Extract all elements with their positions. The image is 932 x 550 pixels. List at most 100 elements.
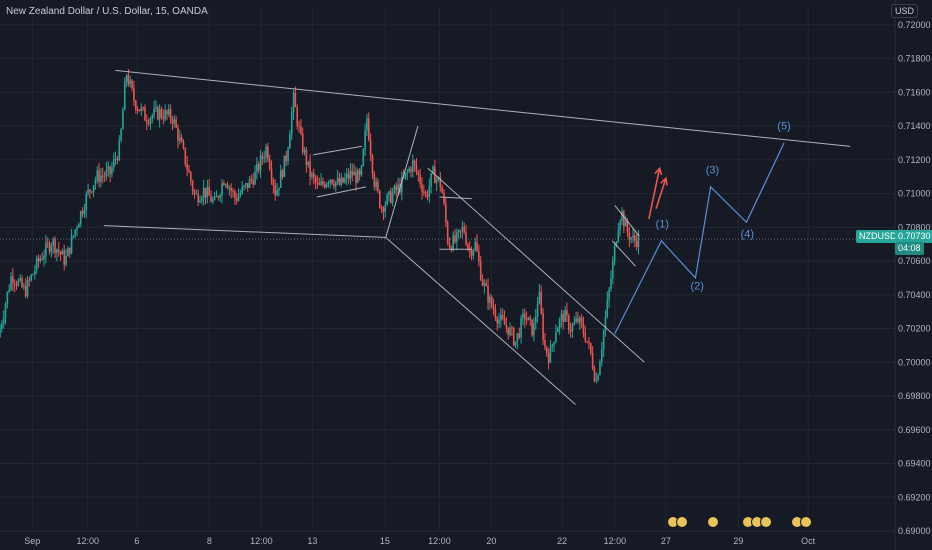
candle-body: [184, 147, 187, 165]
candle-body: [516, 333, 519, 342]
candle-body: [456, 232, 458, 242]
candle-body: [78, 223, 80, 228]
candle-body: [250, 178, 253, 180]
candle-body: [35, 258, 38, 271]
candle-body: [327, 182, 330, 184]
y-tick-label: 0.69800: [898, 391, 931, 401]
candle-body: [584, 333, 587, 341]
candle-body: [345, 173, 348, 179]
event-flag-icon: [707, 516, 719, 528]
candle-body: [424, 192, 427, 195]
candle-body: [180, 137, 183, 142]
candle-body: [634, 235, 636, 241]
candle-body: [542, 312, 544, 341]
candle-body: [390, 191, 392, 203]
candle-body: [15, 284, 18, 286]
candle-body: [72, 235, 75, 237]
candle-body: [547, 353, 550, 363]
candle-body: [435, 178, 438, 184]
candle-body: [32, 274, 34, 276]
candle-body: [107, 166, 110, 170]
candle-body: [10, 276, 12, 290]
candle-body: [472, 249, 475, 256]
candle-body: [153, 108, 155, 116]
candle-body: [560, 314, 563, 320]
candle-body: [452, 235, 454, 251]
candle-body: [120, 129, 122, 141]
candle-body: [234, 191, 236, 199]
candle-body: [366, 118, 368, 131]
candle-body: [142, 107, 144, 109]
candle-body: [307, 161, 310, 165]
candle-body: [151, 115, 154, 119]
candle-body: [289, 134, 291, 149]
candle-body: [134, 101, 137, 110]
candle-body: [92, 185, 95, 193]
candle-body: [257, 163, 260, 171]
candle-body: [459, 230, 462, 232]
candle-body: [522, 313, 524, 318]
candle-body: [162, 116, 165, 120]
candle-body: [254, 171, 256, 185]
candle-body: [457, 230, 460, 233]
candle-body: [323, 184, 326, 188]
candle-body: [67, 247, 69, 257]
candle-body: [333, 183, 335, 187]
candle-body: [523, 313, 526, 320]
candle-body: [582, 323, 585, 334]
candle-body: [615, 241, 618, 246]
candle-body: [215, 196, 218, 198]
candle-body: [621, 211, 623, 221]
candle-body: [446, 222, 449, 243]
candle-body: [604, 316, 607, 331]
candle-body: [564, 310, 566, 322]
candle-body: [76, 227, 78, 230]
candle-body: [556, 328, 559, 333]
candle-body: [96, 170, 99, 180]
candle-body: [320, 181, 322, 185]
candle-body: [41, 258, 43, 260]
candle-body: [316, 182, 319, 184]
candle-body: [423, 191, 425, 193]
candle-body: [292, 92, 295, 113]
candle-body: [358, 170, 361, 175]
y-tick-label: 0.70200: [898, 324, 931, 334]
candle-body: [268, 158, 271, 169]
candle-body: [360, 165, 363, 175]
candle-body: [518, 333, 521, 338]
candle-body: [498, 319, 500, 324]
candle-body: [114, 158, 117, 160]
event-flag-icon: [760, 516, 772, 528]
candle-body: [140, 107, 143, 111]
candle-body: [230, 187, 232, 191]
candle-body: [63, 250, 66, 265]
candle-body: [210, 195, 212, 202]
candle-body: [190, 172, 192, 182]
candle-body: [133, 88, 135, 102]
up-arrow-head: [654, 166, 663, 176]
candle-body: [30, 275, 32, 281]
currency-label[interactable]: USD: [890, 4, 918, 18]
candle-body: [589, 343, 592, 354]
candle-body: [505, 324, 508, 328]
candle-body: [197, 193, 199, 203]
candle-body: [512, 328, 515, 346]
x-tick-label: 20: [486, 536, 496, 546]
trendline: [385, 125, 419, 238]
candle-body: [608, 288, 610, 300]
candle-body: [23, 285, 25, 287]
candle-body: [175, 119, 177, 128]
candle-body: [90, 191, 93, 193]
candle-body: [98, 170, 100, 182]
candle-body: [628, 232, 631, 240]
candle-body: [571, 324, 574, 332]
candle-body: [169, 109, 172, 120]
candle-body: [325, 183, 328, 188]
candle-body: [490, 296, 493, 307]
candle-body: [263, 157, 266, 159]
candle-body: [349, 170, 352, 179]
candle-body: [562, 314, 565, 322]
candle-body: [586, 340, 588, 342]
x-tick-label: 15: [380, 536, 390, 546]
